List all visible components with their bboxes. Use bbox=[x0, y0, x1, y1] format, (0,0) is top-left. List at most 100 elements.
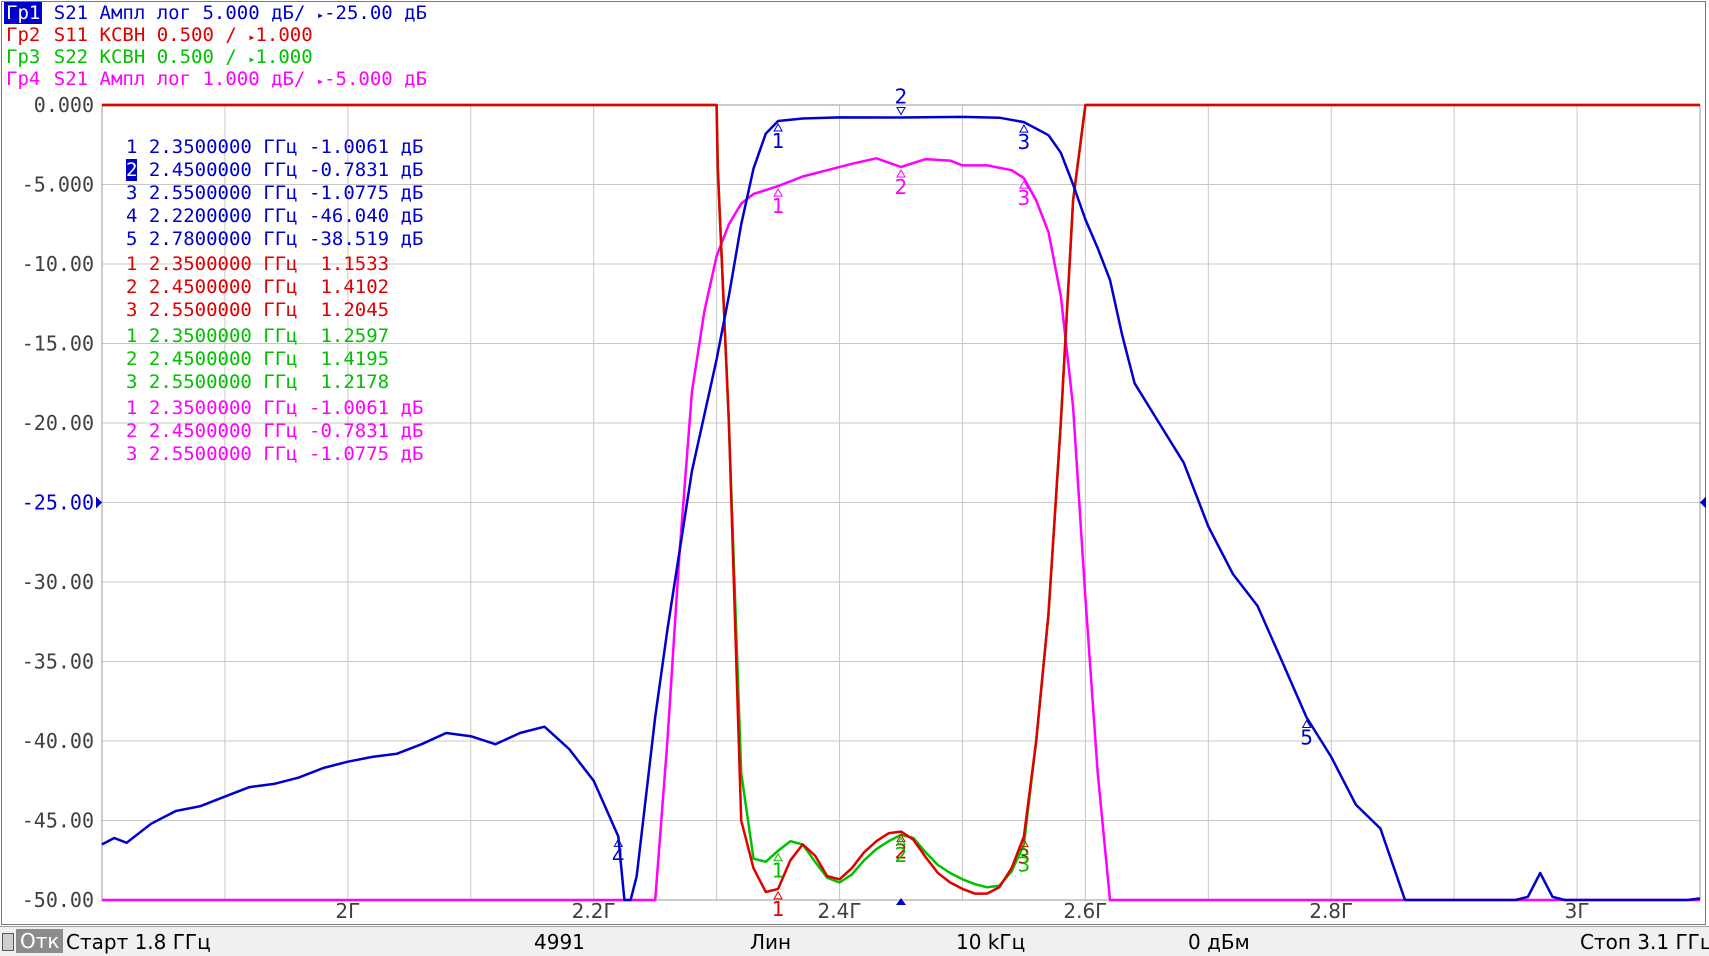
marker-number: 4 bbox=[126, 205, 138, 227]
marker-label: 3 bbox=[1018, 186, 1031, 210]
marker-value: 1.4195 bbox=[309, 348, 390, 370]
trace-Гр4[interactable] bbox=[102, 157, 1700, 902]
marker-number: 3 bbox=[126, 299, 138, 321]
status-ifbw[interactable]: 10 kГц bbox=[956, 930, 1026, 954]
marker-value: -1.0061 дБ bbox=[309, 397, 424, 419]
ref-arrow-icon: ▸ bbox=[316, 74, 325, 88]
y-tick-label: -5.000 bbox=[22, 173, 94, 197]
marker-number: 3 bbox=[126, 371, 138, 393]
marker-row[interactable]: 1 2.3500000 ГГц 1.1533 bbox=[126, 253, 389, 276]
marker-triangle[interactable] bbox=[896, 106, 906, 116]
status-sweep-type[interactable]: Лин bbox=[750, 930, 792, 954]
x-tick-label: 2.2Г bbox=[572, 899, 616, 923]
marker-value: -1.0775 дБ bbox=[309, 443, 424, 465]
trace-tag[interactable]: Гр2 bbox=[6, 24, 41, 46]
x-tick-label: 3Г bbox=[1565, 899, 1590, 923]
marker-value: -1.0775 дБ bbox=[309, 182, 424, 204]
plot-frame bbox=[1, 1, 1706, 925]
y-tick-label: -45.00 bbox=[22, 809, 94, 833]
marker-frequency: 2.3500000 ГГц bbox=[137, 253, 310, 275]
marker-label: 3 bbox=[1018, 852, 1031, 876]
marker-row[interactable]: 4 2.2200000 ГГц -46.040 дБ bbox=[126, 205, 423, 228]
marker-value: 1.1533 bbox=[309, 253, 390, 275]
chart-plot[interactable]: 0.000 -5.000 -10.00 -15.00 -20.00 -25.00 -30.0… bbox=[0, 0, 1709, 925]
trace-Гр1[interactable] bbox=[101, 115, 1701, 902]
marker-triangle[interactable] bbox=[1301, 719, 1312, 728]
marker-triangle[interactable] bbox=[1019, 124, 1029, 133]
status-indicator bbox=[2, 933, 14, 951]
marker-triangle[interactable] bbox=[1019, 180, 1029, 189]
marker-number: 3 bbox=[126, 182, 138, 204]
status-start[interactable]: Старт 1.8 ГГц bbox=[66, 930, 211, 954]
marker-triangle[interactable] bbox=[896, 836, 906, 846]
marker-row[interactable]: 1 2.3500000 ГГц -1.0061 дБ bbox=[126, 397, 423, 420]
marker-frequency: 2.5500000 ГГц bbox=[137, 182, 310, 204]
status-mode[interactable]: Отк bbox=[16, 929, 64, 953]
trace-ref-value: -25.00 дБ bbox=[324, 2, 428, 24]
x-tick-label: 2.6Г bbox=[1063, 899, 1107, 923]
trace-header-tr4[interactable]: Гр4 S21 Ампл лог 1.000 дБ/ ▸-5.000 дБ bbox=[4, 68, 427, 92]
y-tick-label: 0.000 bbox=[34, 93, 94, 117]
trace-header-tr3[interactable]: Гр3 S22 КСВН 0.500 / ▸1.000 bbox=[4, 46, 313, 70]
marker-row[interactable]: 2 2.4500000 ГГц -0.7831 дБ bbox=[126, 420, 423, 443]
marker-label: 3 bbox=[1018, 130, 1031, 154]
status-power[interactable]: 0 дБм bbox=[1188, 930, 1250, 954]
y-tick-label: -15.00 bbox=[22, 332, 94, 356]
trace-tag[interactable]: Гр3 bbox=[6, 46, 41, 68]
marker-triangle[interactable] bbox=[896, 833, 906, 843]
trace-Гр2[interactable] bbox=[102, 103, 1700, 895]
trace-tag[interactable]: Гр4 bbox=[6, 68, 41, 90]
status-points[interactable]: 4991 bbox=[534, 930, 585, 954]
marker-frequency: 2.4500000 ГГц bbox=[137, 348, 310, 370]
marker-row[interactable]: 1 2.3500000 ГГц -1.0061 дБ bbox=[126, 136, 423, 159]
marker-triangle[interactable] bbox=[896, 169, 906, 178]
ref-arrow-icon: ▸ bbox=[248, 52, 256, 66]
marker-value: -1.0061 дБ bbox=[309, 136, 424, 158]
marker-row[interactable]: 2 2.4500000 ГГц 1.4102 bbox=[126, 276, 389, 299]
marker-frequency: 2.5500000 ГГц bbox=[137, 371, 310, 393]
marker-number: 1 bbox=[126, 397, 138, 419]
marker-row[interactable]: 3 2.5500000 ГГц -1.0775 дБ bbox=[126, 182, 423, 205]
marker-triangle[interactable] bbox=[773, 852, 783, 862]
marker-value: 1.2597 bbox=[309, 325, 390, 347]
marker-frequency: 2.4500000 ГГц bbox=[137, 276, 310, 298]
status-stop[interactable]: Стоп 3.1 ГГц bbox=[1580, 930, 1709, 954]
marker-row[interactable]: 2 2.4500000 ГГц 1.4195 bbox=[126, 348, 389, 371]
marker-frequency: 2.4500000 ГГц bbox=[137, 420, 310, 442]
marker-label: 2 bbox=[895, 84, 908, 108]
marker-row[interactable]: 5 2.7800000 ГГц -38.519 дБ bbox=[126, 228, 423, 251]
marker-number: 1 bbox=[126, 136, 138, 158]
marker-triangle[interactable] bbox=[1019, 846, 1029, 855]
ref-level-arrow-right bbox=[1700, 496, 1706, 509]
marker-row[interactable]: 3 2.5500000 ГГц 1.2045 bbox=[126, 299, 389, 322]
marker-triangle[interactable] bbox=[613, 838, 624, 847]
marker-triangle[interactable] bbox=[773, 890, 783, 900]
y-tick-label: -50.00 bbox=[22, 888, 94, 912]
trace-format: S11 КСВН 0.500 / bbox=[42, 24, 249, 46]
marker-row[interactable]: 3 2.5500000 ГГц 1.2178 bbox=[126, 371, 389, 394]
marker-value: 1.2178 bbox=[309, 371, 390, 393]
marker-frequency: 2.5500000 ГГц bbox=[137, 443, 310, 465]
marker-number: 2 bbox=[126, 348, 138, 370]
trace-format: S22 КСВН 0.500 / bbox=[42, 46, 249, 68]
trace-format: S21 Ампл лог 5.000 дБ/ bbox=[42, 2, 317, 24]
trace-header-tr2[interactable]: Гр2 S11 КСВН 0.500 / ▸1.000 bbox=[4, 24, 313, 48]
marker-value: 1.4102 bbox=[309, 276, 390, 298]
marker-row[interactable]: 3 2.5500000 ГГц -1.0775 дБ bbox=[126, 443, 423, 466]
marker-triangle[interactable] bbox=[773, 122, 783, 132]
marker-frequency: 2.2200000 ГГц bbox=[137, 205, 310, 227]
y-tick-label: -30.00 bbox=[22, 570, 94, 594]
marker-number: 5 bbox=[126, 228, 138, 250]
marker-frequency: 2.3500000 ГГц bbox=[137, 325, 310, 347]
marker-label: 4 bbox=[612, 844, 625, 868]
marker-row[interactable]: 2 2.4500000 ГГц -0.7831 дБ bbox=[126, 159, 423, 182]
marker-triangle[interactable] bbox=[773, 188, 783, 197]
trace-tag[interactable]: Гр1 bbox=[4, 2, 43, 24]
marker-label: 2 bbox=[895, 840, 908, 864]
y-tick-label: -25.00 bbox=[22, 491, 94, 515]
marker-frequency: 2.3500000 ГГц bbox=[137, 397, 310, 419]
trace-header-tr1[interactable]: Гр1 S21 Ампл лог 5.000 дБ/ ▸-25.00 дБ bbox=[4, 2, 427, 26]
marker-label: 2 bbox=[895, 843, 908, 867]
marker-row[interactable]: 1 2.3500000 ГГц 1.2597 bbox=[126, 325, 389, 348]
